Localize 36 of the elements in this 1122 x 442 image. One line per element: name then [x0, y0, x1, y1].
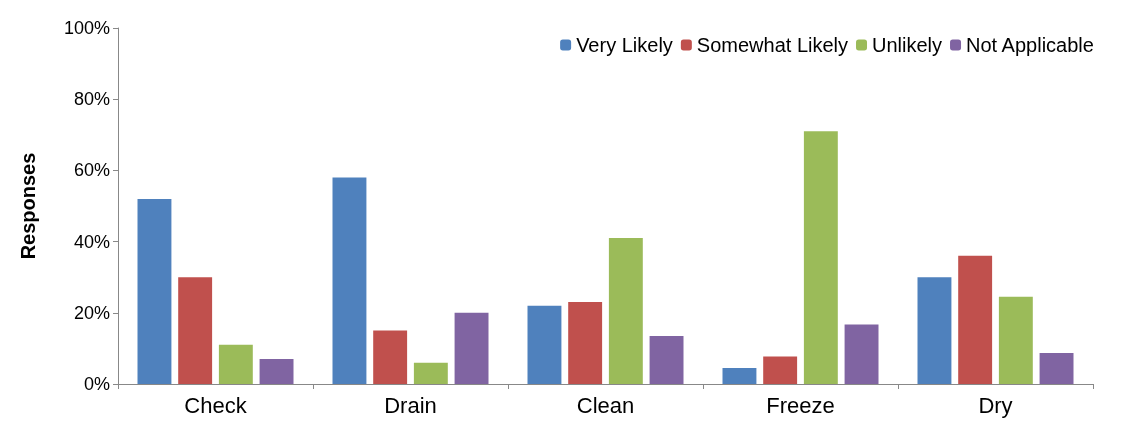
legend-label: Somewhat Likely	[696, 34, 849, 56]
x-tick-label: Check	[184, 392, 248, 418]
bar	[568, 302, 603, 384]
bar	[259, 359, 294, 384]
bar	[413, 362, 448, 384]
bar	[1039, 353, 1074, 384]
bar	[178, 277, 213, 384]
bar	[917, 277, 952, 384]
bar	[373, 330, 408, 384]
x-tick-label: Clean	[576, 392, 635, 418]
x-tick-label: Drain	[384, 392, 437, 418]
y-tick-label: 40%	[73, 231, 110, 252]
y-tick-label: 100%	[63, 18, 110, 38]
bar	[218, 344, 253, 384]
bar	[803, 131, 838, 384]
x-tick-label: Freeze	[766, 392, 835, 418]
legend-label: Unlikely	[872, 34, 943, 56]
bar	[722, 367, 757, 384]
legend-label: Very Likely	[576, 34, 673, 56]
x-tick-label: Dry	[978, 392, 1013, 418]
y-tick-label: 60%	[73, 160, 110, 181]
y-tick-label: 0%	[83, 374, 110, 394]
y-tick-label: 80%	[73, 89, 110, 110]
bar	[844, 324, 879, 384]
bar	[608, 238, 643, 384]
legend-label: Not Applicable	[966, 34, 1094, 56]
bar	[649, 335, 684, 384]
y-tick-label: 20%	[73, 302, 110, 323]
bar	[763, 356, 798, 384]
y-axis-title: Responses	[17, 152, 39, 260]
bar	[998, 296, 1033, 384]
bar	[332, 177, 367, 384]
bar	[958, 255, 993, 384]
bar	[137, 198, 172, 384]
bar	[454, 312, 489, 384]
bar	[527, 305, 562, 384]
